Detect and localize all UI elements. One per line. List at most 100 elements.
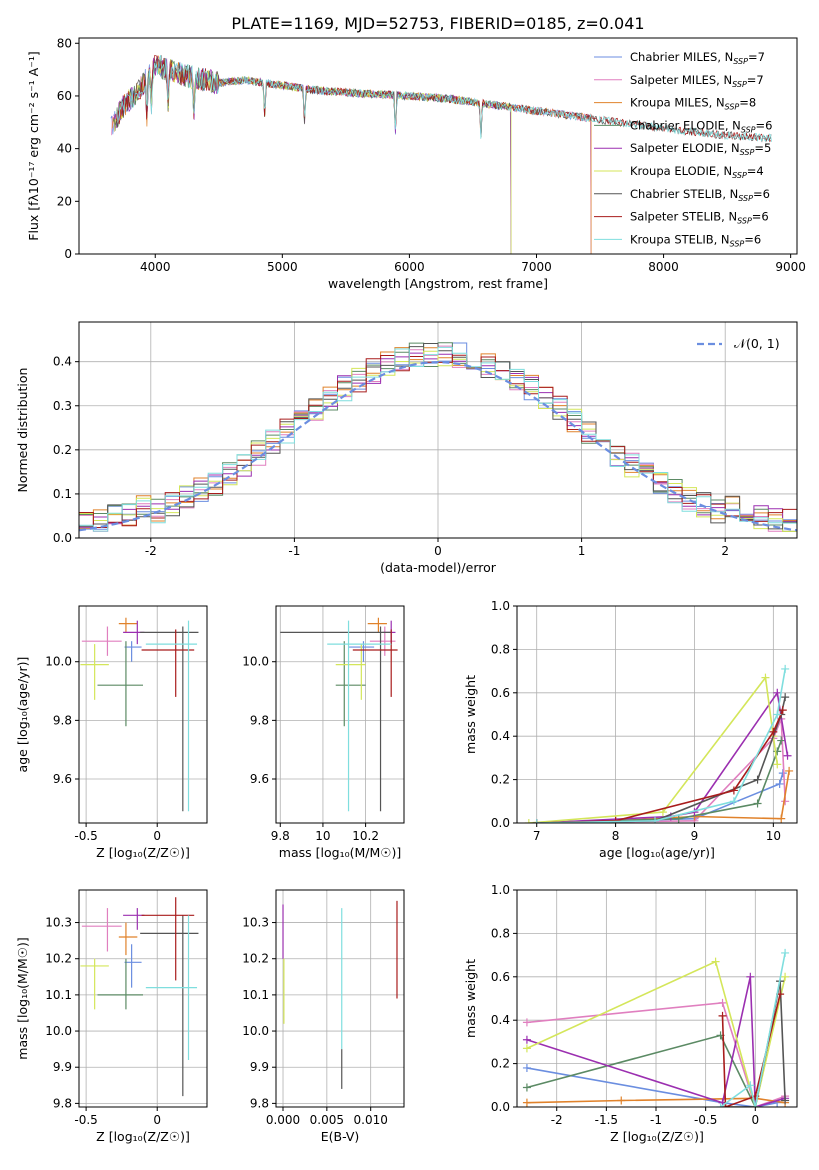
legend-subscript: SSP [741,125,756,134]
mass-weight-line [536,668,786,823]
x-tick-label: 7000 [521,260,552,274]
y-tick-label: 10.1 [242,988,269,1002]
mass-weight-line [526,960,786,1107]
panel-mass_vs_ebv: 0.000 0.005 0.010 9.8 9.9 10.0 10.1 10.2 10.3 E(B… [242,889,405,1144]
legend-text: Kroupa STELIB, N [630,232,730,246]
mass-weight-marker [773,747,782,756]
y-tick-label: 0.6 [491,970,510,984]
mass-weight-marker [617,1096,626,1105]
axes-frame [516,605,798,824]
y-tick-label: 1.0 [491,883,510,897]
y-tick-label: 10.3 [242,916,269,930]
y-tick-label: 10.2 [242,952,269,966]
y-tick-label: 0.4 [491,729,510,743]
panel-massweight_vs_age: 7 8 9 10 0.0 0.2 0.4 0.6 0.8 1.0 age [log₁₀(age/yr… [463,599,798,860]
x-axis-label: mass [log₁₀(M/M☉)] [279,845,401,860]
mass-weight-marker [781,693,790,702]
y-tick-label: 10.3 [45,916,72,930]
axes-frame [78,889,208,1108]
mass-weight-marker [783,751,792,760]
mass-weight-marker [522,1035,531,1044]
legend-entry: Salpeter STELIB, NSSP=6 [630,210,769,226]
x-tick-label: -1 [650,1113,662,1127]
spectrum-line [111,59,592,254]
mass-weight-marker [773,710,782,719]
y-tick-label: 9.6 [53,772,72,786]
legend-text: Salpeter ELODIE, N [630,141,740,155]
x-tick-label: 0 [153,829,161,843]
mass-weight-marker [532,819,541,823]
mass-weight-marker [778,769,787,778]
mass-weight-marker [781,1096,790,1105]
mass-weight-line [526,1001,786,1107]
x-tick-label: 0.000 [266,1113,300,1127]
mass-weight-marker [775,779,784,788]
histogram-step [79,350,797,532]
x-axis-label: Z [log₁₀(Z/Z☉)] [610,1129,704,1144]
legend-count: =6 [744,232,761,246]
y-axis-label: Normed distribution [15,368,30,493]
legend-subscript: SSP [733,57,748,66]
mass-weight-marker [522,1044,531,1053]
mass-weight-marker [777,814,786,823]
legend-entry: Salpeter MILES, NSSP=7 [630,73,764,89]
mass-weight-marker [524,819,533,823]
mass-weight-marker [522,1083,531,1092]
mass-weight-marker [769,727,778,736]
mass-weight-marker [753,775,762,784]
y-tick-label: 0.2 [491,1057,510,1071]
mass-weight-marker [781,972,790,981]
legend-entry: Chabrier MILES, NSSP=7 [630,50,765,66]
x-axis-label: E(B-V) [321,1129,360,1144]
legend-text: Chabrier STELIB, N [630,187,738,201]
x-axis-label: (data-model)/error [380,560,497,575]
y-tick-label: 0.0 [491,1100,510,1114]
mass-weight-marker [785,766,794,775]
legend-text: Salpeter STELIB, N [630,210,737,224]
y-tick-label: 0.2 [53,443,72,457]
plot-area [79,342,797,532]
x-tick-label: 0.005 [310,1113,344,1127]
x-tick-label: 0.010 [354,1113,388,1127]
y-axis-label: Flux [fλ10⁻¹⁷ erg cm⁻² s⁻¹ A⁻¹] [26,51,41,240]
legend-text: Chabrier ELODIE, N [630,118,741,132]
x-tick-label: 8 [612,829,620,843]
y-tick-label: 9.8 [250,713,269,727]
x-tick-label: -0.5 [74,829,97,843]
plot-area [522,948,790,1107]
histogram-step [79,343,797,530]
y-tick-label: 10.2 [45,952,72,966]
axes-frame [275,605,405,824]
mass-weight-marker [718,1011,727,1020]
x-tick-label: 6000 [394,260,425,274]
legend-text: Salpeter MILES, N [630,73,732,87]
panel-massweight_vs_Z: -2 -1.5 -1 -0.5 0 0.0 0.2 0.4 0.6 0.8 1.0 Z [log₁₀(… [463,883,798,1144]
mass-weight-marker [522,1098,531,1107]
y-tick-label: 0.0 [53,531,72,545]
mass-weight-marker [773,760,782,769]
y-tick-label: 20 [57,194,72,208]
y-tick-label: 0.2 [491,773,510,787]
x-tick-label: 9000 [775,260,806,274]
legend-entry: Chabrier ELODIE, NSSP=6 [630,118,772,134]
x-tick-label: -1 [288,544,300,558]
histogram-step [79,346,797,532]
legend-entry: Kroupa MILES, NSSP=8 [630,96,756,112]
y-tick-label: 0.1 [53,487,72,501]
y-tick-label: 0.6 [491,686,510,700]
y-tick-label: 0.3 [53,399,72,413]
mass-weight-marker [674,814,683,823]
y-tick-label: 10.0 [242,1024,269,1038]
x-axis-label: Z [log₁₀(Z/Z☉)] [96,845,190,860]
mass-weight-marker [761,673,770,682]
legend-text: Chabrier MILES, N [630,50,733,64]
x-axis-label: wavelength [Angstrom, rest frame] [328,276,548,291]
y-tick-label: 9.8 [53,1096,72,1110]
legend-subscript: SSP [732,171,747,180]
y-tick-label: 0.4 [53,355,72,369]
axes-frame [78,605,208,824]
y-tick-label: 10.0 [45,1024,72,1038]
plot-area [80,617,199,812]
mass-weight-line [720,952,786,1107]
y-axis-label: mass weight [463,675,478,754]
